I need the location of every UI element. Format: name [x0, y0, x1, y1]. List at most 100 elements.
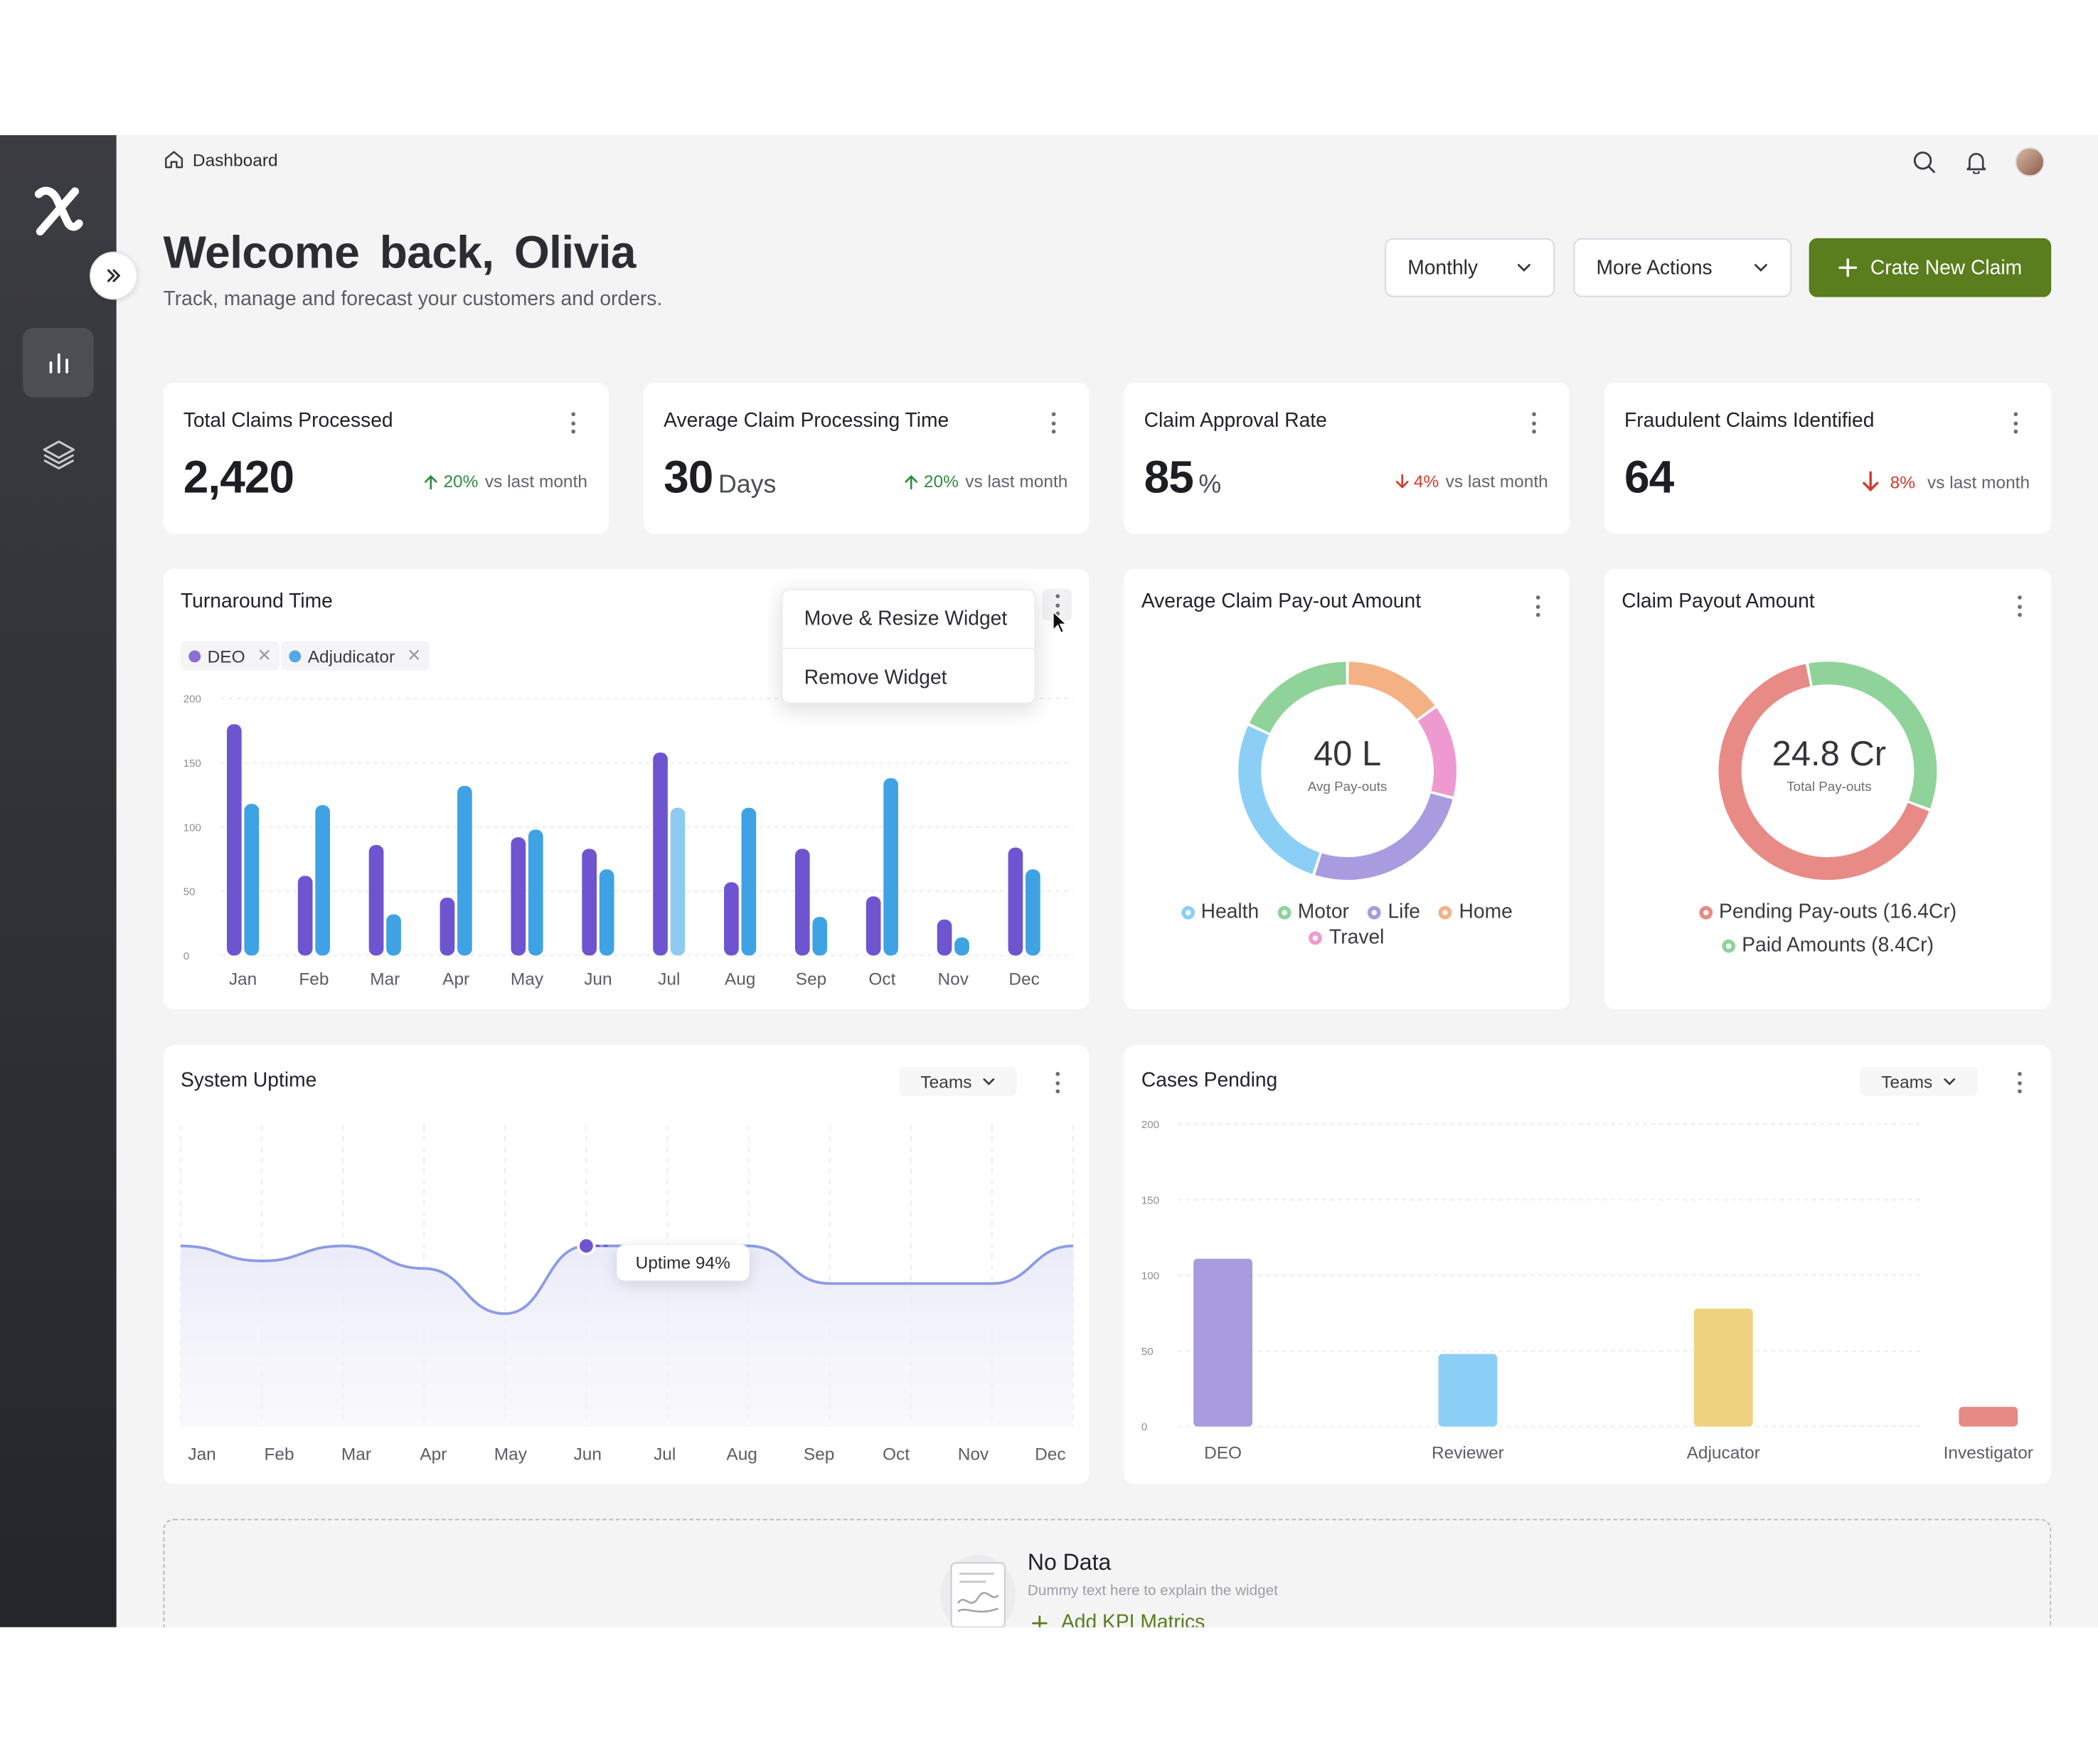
x-tick-label: Adjucator	[1687, 1444, 1760, 1463]
cases-pending-chart: 0 50 100 150 200 DEO Reviewer Adjucator Investig…	[1141, 1119, 2033, 1463]
x-tick-label: Mar	[370, 970, 400, 989]
chevron-down-icon	[1944, 1078, 1956, 1085]
mouse-cursor-icon	[1052, 610, 1068, 634]
move-resize-widget-item[interactable]: Move & Resize Widget	[804, 607, 1008, 631]
donut-value: 40 L	[1313, 733, 1382, 774]
kebab-menu-icon[interactable]	[563, 410, 582, 437]
remove-chip-icon[interactable]: ✕	[257, 644, 272, 666]
arrow-up-icon	[425, 474, 438, 489]
teams-dropdown[interactable]: Teams	[1860, 1066, 1979, 1096]
nav-analytics[interactable]	[22, 327, 94, 398]
avg-payout-slice-life	[1315, 793, 1453, 880]
kebab-menu-icon[interactable]	[2010, 593, 2028, 620]
legend-dot	[188, 649, 201, 662]
empty-state-illustration	[940, 1555, 1016, 1627]
x-tick-label: May	[511, 970, 544, 989]
y-tick-label: 200	[183, 694, 201, 706]
layers-icon	[42, 440, 75, 469]
kebab-menu-icon[interactable]	[2010, 1069, 2028, 1096]
kpi-card-approval-rate: Claim Approval Rate 85% 4% vs last month	[1124, 383, 1570, 534]
create-claim-button[interactable]: Crate New Claim	[1809, 238, 2052, 297]
bar-adjudicator-sep	[812, 917, 828, 956]
bar-deo-jan	[226, 724, 242, 956]
teams-dropdown[interactable]: Teams	[899, 1066, 1018, 1096]
legend-item-travel: Travel	[1309, 926, 1384, 949]
uptime-chart: Jan Feb Mar Apr May Jun Jul Aug Sep Oct Nov Dec	[180, 1125, 1074, 1465]
more-actions-label: More Actions	[1596, 256, 1713, 280]
brand-logo[interactable]	[24, 178, 91, 245]
avatar[interactable]	[2015, 147, 2045, 177]
kebab-menu-icon[interactable]	[1524, 410, 1543, 437]
x-tick-label: Nov	[958, 1445, 989, 1465]
avg-payout-widget: Average Claim Pay-out Amount 40 L Avg Pa…	[1124, 568, 1570, 1009]
plus-icon	[1032, 1615, 1048, 1627]
x-tick-label: Mar	[341, 1445, 371, 1465]
bar-reviewer	[1438, 1354, 1498, 1427]
y-tick-label: 200	[1141, 1119, 1159, 1131]
bar-adjucator	[1693, 1308, 1753, 1427]
legend-chip-deo[interactable]: DEO ✕	[180, 641, 280, 671]
y-tick-label: 50	[1141, 1346, 1154, 1358]
kebab-menu-icon[interactable]	[2006, 410, 2024, 437]
bar-deo-oct	[866, 896, 881, 956]
breadcrumb[interactable]: Dashboard	[164, 149, 278, 170]
bar-deo-may	[511, 837, 526, 956]
bar-deo-jul	[653, 752, 668, 956]
x-tick-label: Jul	[654, 1445, 676, 1465]
widget-title: Turnaround Time	[180, 590, 333, 613]
bar-deo-jun	[582, 849, 597, 956]
bar-adjudicator-nov	[954, 937, 969, 956]
search-icon[interactable]	[1911, 146, 1938, 178]
widget-title: Average Claim Pay-out Amount	[1141, 590, 1422, 613]
more-actions-dropdown[interactable]: More Actions	[1573, 238, 1792, 297]
bar-deo-dec	[1008, 847, 1023, 956]
add-kpi-button[interactable]: Add KPI Matrics	[1032, 1611, 1205, 1627]
legend-chip-adjudicator[interactable]: Adjudicator ✕	[281, 641, 430, 671]
bar-adjudicator-may	[528, 829, 543, 956]
payout-amount-donut	[1718, 662, 1937, 881]
widget-title: Claim Payout Amount	[1622, 590, 1815, 613]
arrow-up-icon	[905, 474, 918, 489]
donut-value: 24.8 Cr	[1772, 733, 1887, 774]
kebab-menu-icon[interactable]	[1528, 593, 1547, 620]
turnaround-chart: 0 50 100 150 200 Jan Feb Mar Apr May Jun Jul Aug Sep O…	[183, 694, 1073, 989]
x-tick-label: Jun	[584, 970, 612, 989]
top-actions	[1911, 146, 2045, 178]
x-tick-label: Sep	[796, 970, 826, 989]
kebab-menu-icon	[1048, 592, 1066, 619]
legend-dot	[289, 649, 302, 662]
x-tick-label: Investigator	[1944, 1444, 2033, 1463]
remove-widget-item[interactable]: Remove Widget	[782, 647, 1035, 706]
x-tick-label: Oct	[883, 1445, 910, 1465]
x-tick-label: Dec	[1008, 970, 1039, 989]
arrow-down-icon	[1862, 471, 1878, 492]
widget-title: Cases Pending	[1141, 1069, 1278, 1093]
avg-payout-donut	[1238, 662, 1457, 880]
bell-icon[interactable]	[1963, 146, 1990, 178]
legend-item-health: Health	[1181, 900, 1259, 923]
uptime-widget: System Uptime Teams Jan Feb Mar Apr May Jun Ju…	[163, 1045, 1090, 1484]
x-tick-label: Apr	[442, 970, 469, 989]
x-tick-label: May	[494, 1445, 528, 1465]
kebab-menu-icon[interactable]	[1043, 410, 1062, 437]
donut-center: 40 L Avg Pay-outs	[1267, 733, 1428, 795]
bar-adjudicator-jan	[244, 804, 260, 956]
kpi-delta: 8% vs last month	[1859, 471, 2030, 492]
nav-layers[interactable]	[23, 420, 94, 490]
bar-adjudicator-feb	[315, 805, 331, 956]
turnaround-kebab-button[interactable]	[1042, 588, 1072, 621]
remove-chip-icon[interactable]: ✕	[407, 644, 422, 666]
uptime-area	[180, 1245, 1073, 1427]
widget-context-menu: Move & Resize Widget Remove Widget	[781, 588, 1036, 706]
bar-deo	[1193, 1258, 1252, 1427]
sidebar-expand-button[interactable]	[90, 251, 138, 300]
period-dropdown[interactable]: Monthly	[1385, 238, 1555, 297]
kebab-menu-icon[interactable]	[1048, 1069, 1066, 1096]
x-tick-label: Jan	[188, 1445, 215, 1465]
cases-pending-widget: Cases Pending Teams 0 50 100 150 200 DEO Revie…	[1124, 1045, 2052, 1484]
kpi-delta: 20% vs last month	[904, 471, 1067, 491]
bar-deo-aug	[724, 882, 739, 956]
avg-payout-slice-motor	[1249, 662, 1347, 733]
donut-label: Avg Pay-outs	[1307, 780, 1388, 795]
y-tick-label: 0	[183, 950, 189, 962]
